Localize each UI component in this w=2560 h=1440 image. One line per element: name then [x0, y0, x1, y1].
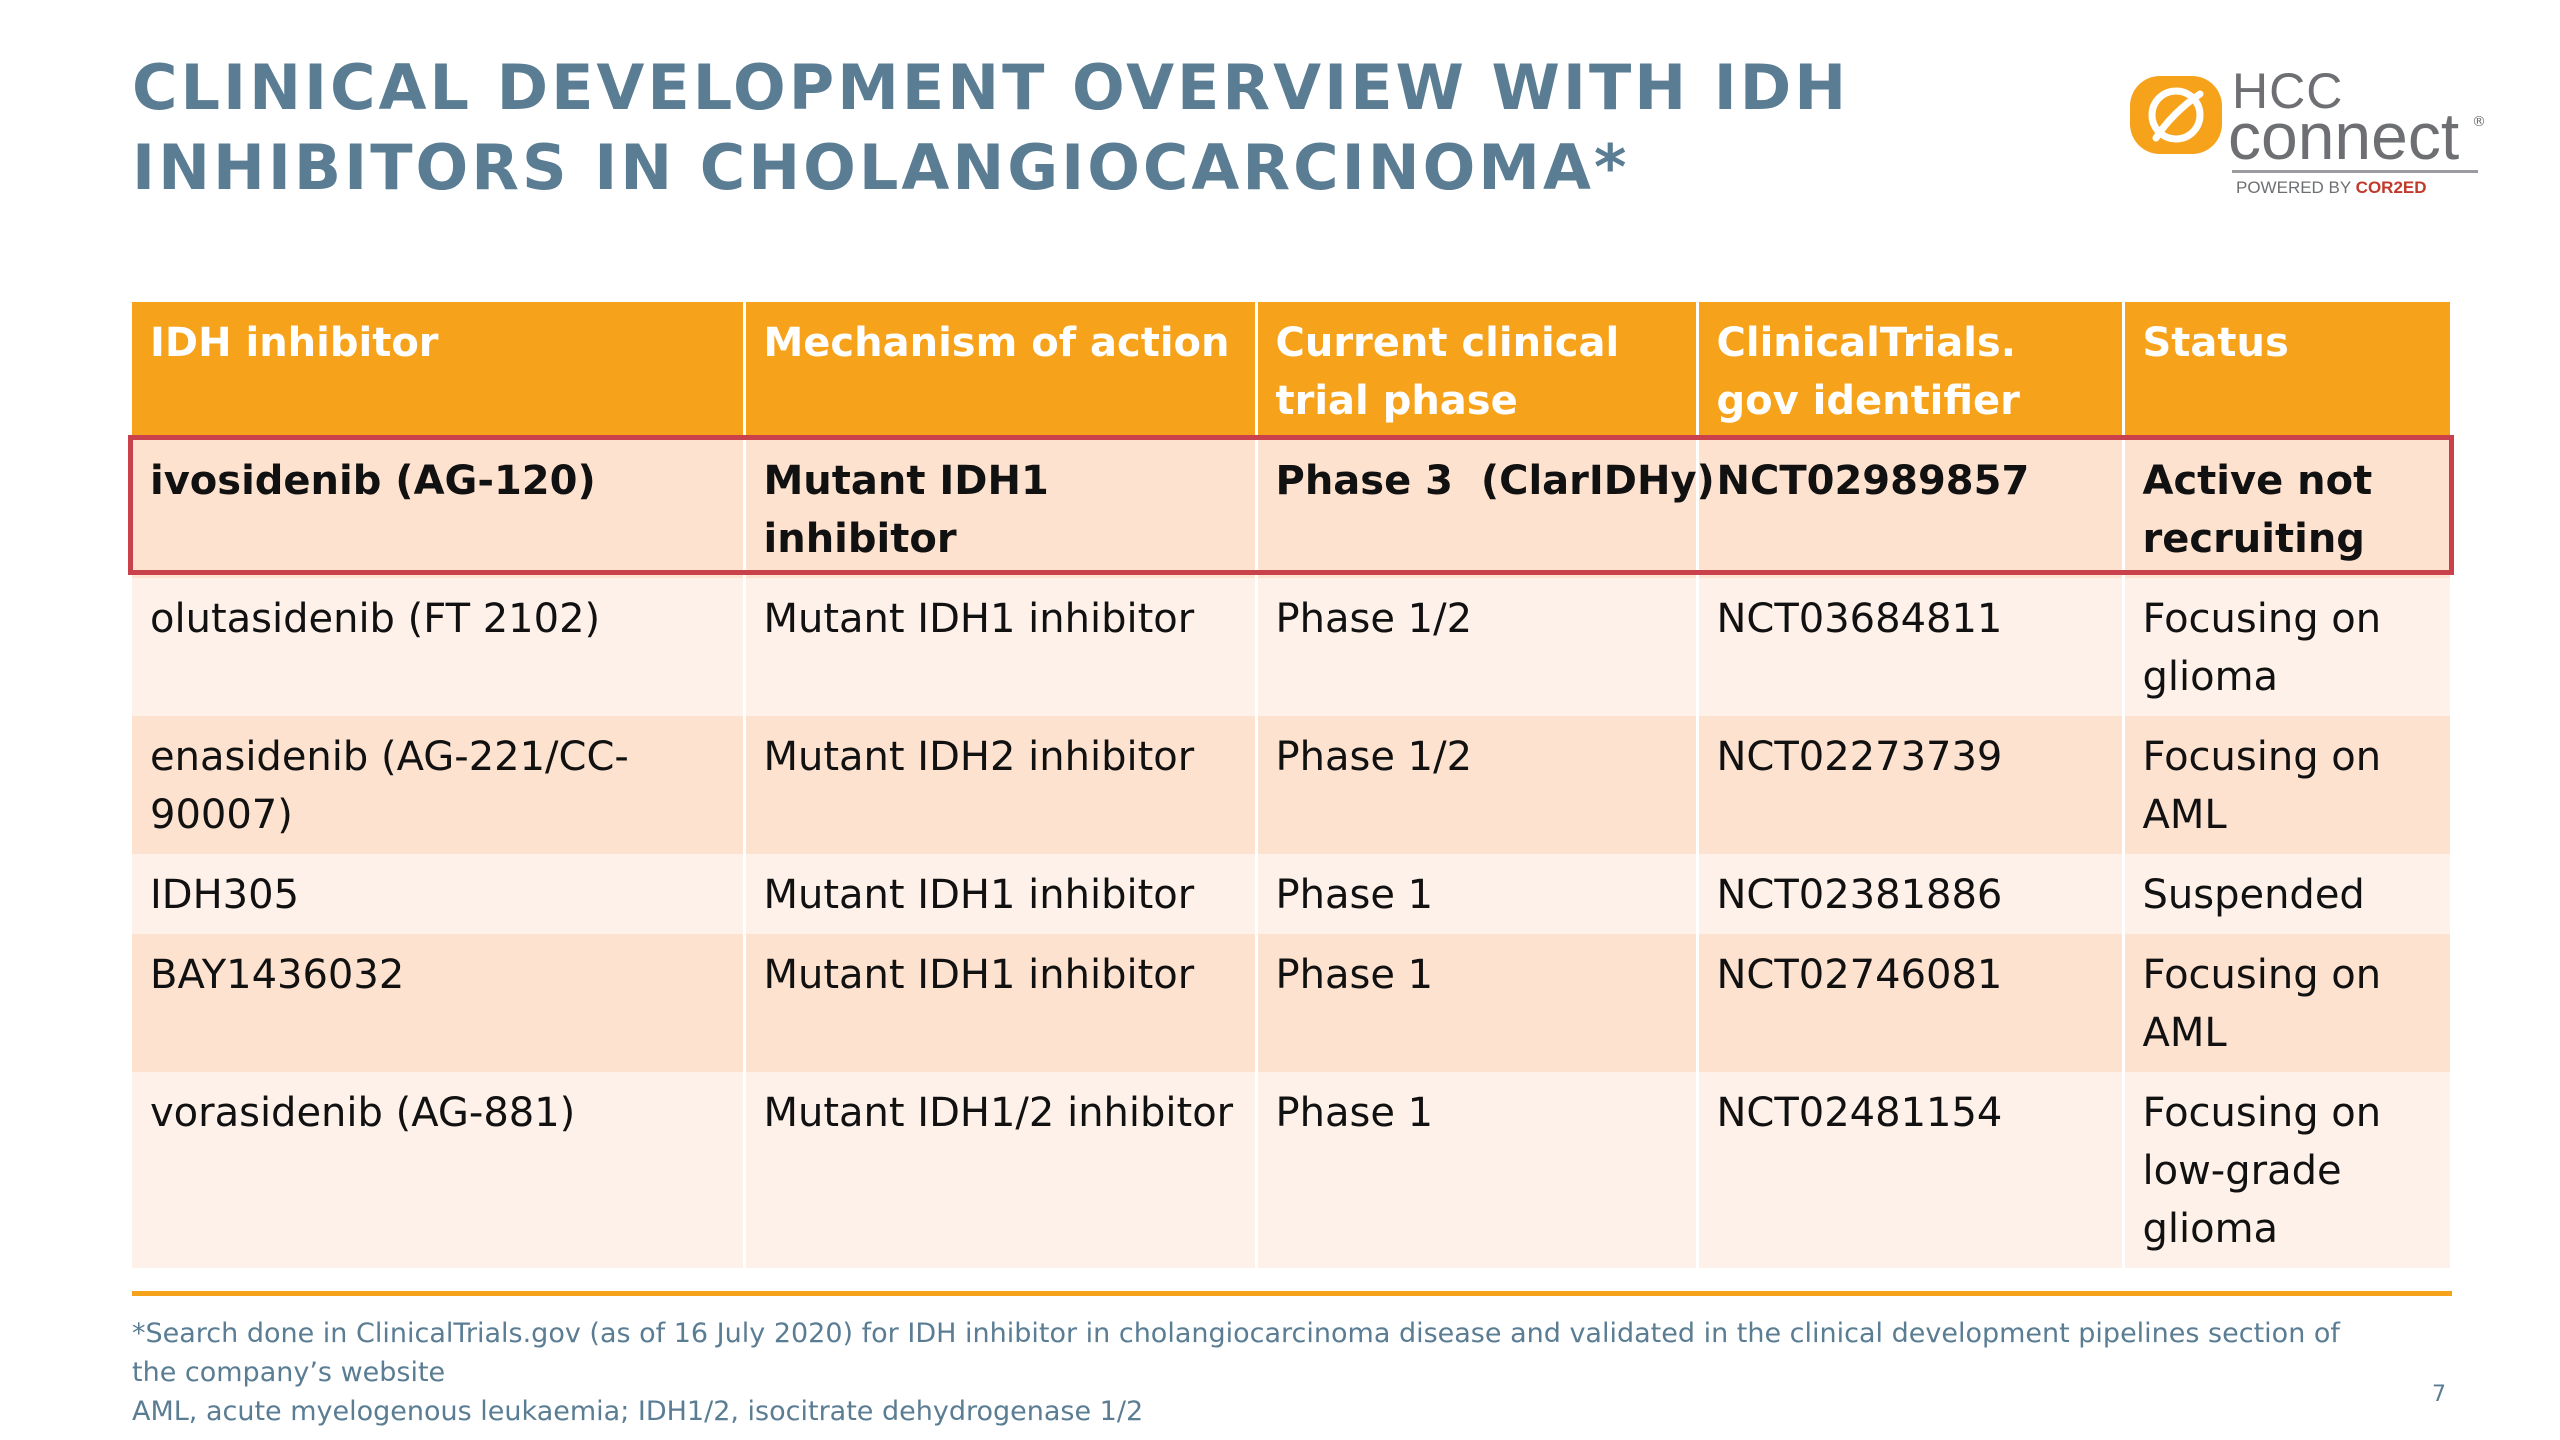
cell-status: Focusing on AML	[2123, 716, 2450, 854]
logo-divider	[2232, 170, 2478, 173]
page-number: 7	[2432, 1382, 2446, 1407]
cell-phase: Phase 1/2	[1256, 716, 1699, 854]
cell-identifier: NCT02746081	[1697, 934, 2125, 1072]
cell-mechanism: Mutant IDH1 inhibitor	[744, 578, 1258, 716]
hcc-connect-leaf-icon	[2130, 76, 2222, 154]
header-trial-phase: Current clinical trial phase	[1256, 302, 1699, 440]
cell-mechanism: Mutant IDH1 inhibitor	[744, 854, 1258, 934]
table-row: enasidenib (AG-221/CC-90007) Mutant IDH2…	[132, 716, 2450, 854]
footer-divider	[132, 1291, 2452, 1296]
cell-idh-inhibitor: BAY1436032	[132, 934, 746, 1072]
cell-identifier: NCT02381886	[1697, 854, 2125, 934]
table-row: IDH305 Mutant IDH1 inhibitor Phase 1 NCT…	[132, 854, 2450, 934]
slide-title-line-1: CLINICAL DEVELOPMENT OVERVIEW WITH IDH	[132, 51, 1850, 124]
table-row: ivosidenib (AG-120) Mutant IDH1 inhibito…	[132, 440, 2450, 578]
cell-status: Active not recruiting	[2123, 440, 2450, 578]
cell-idh-inhibitor: IDH305	[132, 854, 746, 934]
cell-idh-inhibitor: olutasidenib (FT 2102)	[132, 578, 746, 716]
logo-registered-mark: ®	[2472, 114, 2486, 130]
logo-hcc-text: HCC	[2232, 63, 2344, 119]
cell-phase: Phase 1	[1256, 854, 1699, 934]
logo-powered-by: POWERED BY COR2ED	[2236, 178, 2427, 198]
cell-idh-inhibitor: ivosidenib (AG-120)	[132, 440, 746, 578]
header-mechanism-of-action: Mechanism of action	[744, 302, 1258, 440]
table-row: BAY1436032 Mutant IDH1 inhibitor Phase 1…	[132, 934, 2450, 1072]
logo-brand: COR2ED	[2355, 178, 2427, 197]
cell-phase: Phase 1/2	[1256, 578, 1699, 716]
table-header-row: IDH inhibitor Mechanism of action Curren…	[132, 302, 2450, 440]
cell-status: Focusing on low-grade glioma	[2123, 1072, 2450, 1268]
footnote-search-note: *Search done in ClinicalTrials.gov (as o…	[132, 1318, 2340, 1388]
hcc-connect-logo: HCC connect ® POWERED BY COR2ED	[2120, 62, 2500, 202]
idh-inhibitor-table: IDH inhibitor Mechanism of action Curren…	[132, 302, 2450, 1268]
cell-identifier: NCT03684811	[1697, 578, 2125, 716]
cell-mechanism: Mutant IDH2 inhibitor	[744, 716, 1258, 854]
slide-title: CLINICAL DEVELOPMENT OVERVIEW WITH IDH I…	[132, 48, 1850, 208]
cell-idh-inhibitor: enasidenib (AG-221/CC-90007)	[132, 716, 746, 854]
logo-connect-text: connect	[2228, 99, 2460, 173]
cell-identifier: NCT02481154	[1697, 1072, 2125, 1268]
cell-mechanism: Mutant IDH1 inhibitor	[744, 440, 1258, 578]
logo-powered-by-label: POWERED BY	[2236, 178, 2351, 197]
cell-phase: Phase 1	[1256, 1072, 1699, 1268]
cell-mechanism: Mutant IDH1/2 inhibitor	[744, 1072, 1258, 1268]
table-row: olutasidenib (FT 2102) Mutant IDH1 inhib…	[132, 578, 2450, 716]
footnotes: *Search done in ClinicalTrials.gov (as o…	[132, 1314, 2362, 1431]
cell-idh-inhibitor: vorasidenib (AG-881)	[132, 1072, 746, 1268]
header-status: Status	[2123, 302, 2450, 440]
cell-identifier: NCT02989857	[1697, 440, 2125, 578]
footnote-abbreviations: AML, acute myelogenous leukaemia; IDH1/2…	[132, 1396, 1144, 1427]
header-clinicaltrials-identifier: ClinicalTrials. gov identifier	[1697, 302, 2125, 440]
cell-status: Suspended	[2123, 854, 2450, 934]
cell-status: Focusing on glioma	[2123, 578, 2450, 716]
cell-identifier: NCT02273739	[1697, 716, 2125, 854]
header-idh-inhibitor: IDH inhibitor	[132, 302, 746, 440]
table-row: vorasidenib (AG-881) Mutant IDH1/2 inhib…	[132, 1072, 2450, 1268]
cell-mechanism: Mutant IDH1 inhibitor	[744, 934, 1258, 1072]
slide-title-line-2: INHIBITORS IN CHOLANGIOCARCINOMA*	[132, 131, 1630, 204]
cell-phase: Phase 3 (ClarIDHy)	[1256, 440, 1715, 578]
cell-status: Focusing on AML	[2123, 934, 2450, 1072]
cell-phase: Phase 1	[1256, 934, 1699, 1072]
